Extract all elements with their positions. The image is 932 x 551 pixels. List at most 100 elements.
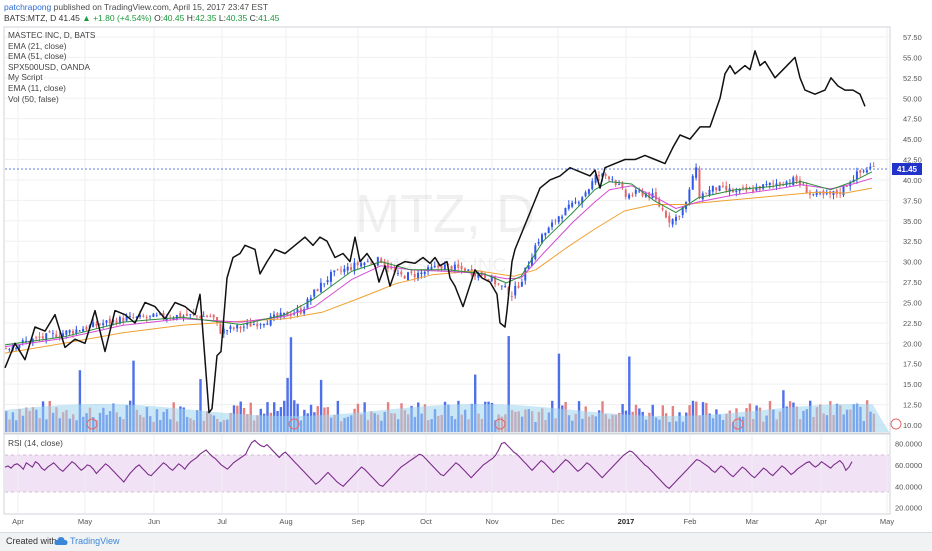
- candle-body: [78, 330, 81, 332]
- candle-body: [172, 318, 175, 320]
- rsi-tick-label: 80.0000: [895, 440, 922, 449]
- candle-body: [634, 189, 637, 194]
- candle-body: [333, 270, 336, 273]
- candle-body: [85, 327, 88, 330]
- tradingview-link[interactable]: TradingView: [70, 536, 120, 546]
- footer-bar: Created with TradingView: [0, 532, 932, 551]
- candle-body: [279, 312, 282, 318]
- volume-bar: [628, 356, 631, 432]
- candle-body: [118, 317, 121, 324]
- close-value: 41.45: [258, 13, 280, 23]
- main-panel-frame: [3, 26, 891, 434]
- candle-body: [520, 281, 523, 287]
- x-tick-label: Aug: [279, 517, 292, 526]
- candle-body: [443, 264, 446, 271]
- candle-body: [859, 170, 862, 173]
- candle-body: [742, 187, 744, 189]
- candle-body: [765, 183, 768, 185]
- candle-body: [51, 333, 54, 335]
- candle-body: [15, 347, 18, 349]
- candle-body: [785, 181, 788, 185]
- candle-body: [631, 195, 634, 197]
- legend-item[interactable]: MASTEC INC, D, BATS: [8, 30, 96, 40]
- candles: [5, 162, 902, 430]
- candle-body: [407, 272, 409, 281]
- candle-body: [661, 208, 664, 210]
- candle-body: [185, 313, 188, 316]
- candle-body: [530, 257, 533, 267]
- volume-bar: [474, 374, 477, 432]
- candle-body: [326, 280, 329, 283]
- candle-body: [413, 274, 416, 278]
- candle-body: [95, 323, 98, 326]
- legend-item[interactable]: EMA (51, close): [8, 51, 67, 62]
- x-tick-label: May: [880, 517, 894, 526]
- y-tick-label: 52.50: [903, 74, 922, 83]
- candle-body: [145, 317, 148, 319]
- symbol-label: BATS:MTZ, D: [4, 13, 57, 23]
- legend-item[interactable]: My Script: [8, 72, 43, 83]
- candle-body: [869, 166, 872, 169]
- candle-body: [61, 333, 64, 337]
- low-value: 40.35: [225, 13, 248, 23]
- quote-header: BATS:MTZ, D 41.45 ▲ +1.80 (+4.54%) O:40.…: [4, 13, 279, 23]
- candle-body: [621, 183, 624, 189]
- candle-body: [249, 322, 252, 327]
- rsi-tick-label: 20.0000: [895, 504, 922, 513]
- y-tick-label: 22.50: [903, 319, 922, 328]
- high-value: 42.35: [195, 13, 217, 23]
- candle-body: [551, 222, 554, 227]
- candle-body: [768, 182, 771, 185]
- candle-body: [484, 274, 487, 278]
- author-link[interactable]: patchrapong: [4, 2, 52, 12]
- candle-body: [460, 265, 463, 270]
- indicator-legend: MASTEC INC, D, BATS EMA (21, close) EMA …: [8, 30, 95, 104]
- candle-body: [755, 187, 758, 191]
- legend-item[interactable]: SPX500USD, OANDA: [8, 61, 91, 72]
- y-tick-label: 32.50: [903, 237, 922, 246]
- volume-bar: [199, 379, 202, 432]
- legend-item[interactable]: Vol (50, false): [8, 93, 59, 104]
- x-tick-label: Nov: [485, 517, 499, 526]
- candle-body: [226, 330, 229, 332]
- candle-body: [125, 316, 128, 321]
- volume-ma-area: [5, 404, 889, 432]
- low-label: L:: [218, 13, 226, 23]
- candle-body: [735, 190, 738, 193]
- candle-body: [728, 188, 731, 192]
- candle-body: [25, 340, 28, 342]
- legend-item[interactable]: EMA (21, close): [8, 40, 67, 51]
- candle-body: [316, 289, 319, 292]
- candle-body: [108, 318, 111, 324]
- candle-body: [517, 285, 520, 288]
- candle-body: [812, 193, 815, 195]
- candle-body: [189, 314, 192, 316]
- rsi-legend[interactable]: RSI (14, close): [8, 438, 63, 448]
- candle-body: [239, 327, 242, 329]
- candle-body: [400, 271, 403, 275]
- x-tick-label: Apr: [12, 517, 24, 526]
- candle-body: [500, 285, 503, 287]
- candle-body: [48, 331, 51, 333]
- candle-body: [386, 263, 389, 269]
- candle-body: [618, 184, 621, 185]
- candle-body: [825, 193, 828, 194]
- candle-body: [671, 219, 674, 225]
- last-price-label: 41.45: [897, 165, 918, 174]
- candle-body: [698, 168, 701, 199]
- candle-body: [273, 314, 275, 317]
- candle-body: [340, 270, 342, 272]
- legend-item[interactable]: EMA (11, close): [8, 82, 66, 93]
- candle-body: [105, 320, 108, 323]
- candle-body: [608, 176, 610, 179]
- candle-body: [541, 234, 543, 243]
- candle-body: [219, 323, 222, 334]
- y-tick-label: 55.00: [903, 53, 922, 62]
- candle-body: [611, 178, 614, 180]
- candle-body: [380, 258, 383, 263]
- candle-body: [319, 282, 322, 293]
- volume-bar: [286, 377, 289, 432]
- candle-body: [182, 315, 185, 317]
- candle-body: [577, 202, 580, 204]
